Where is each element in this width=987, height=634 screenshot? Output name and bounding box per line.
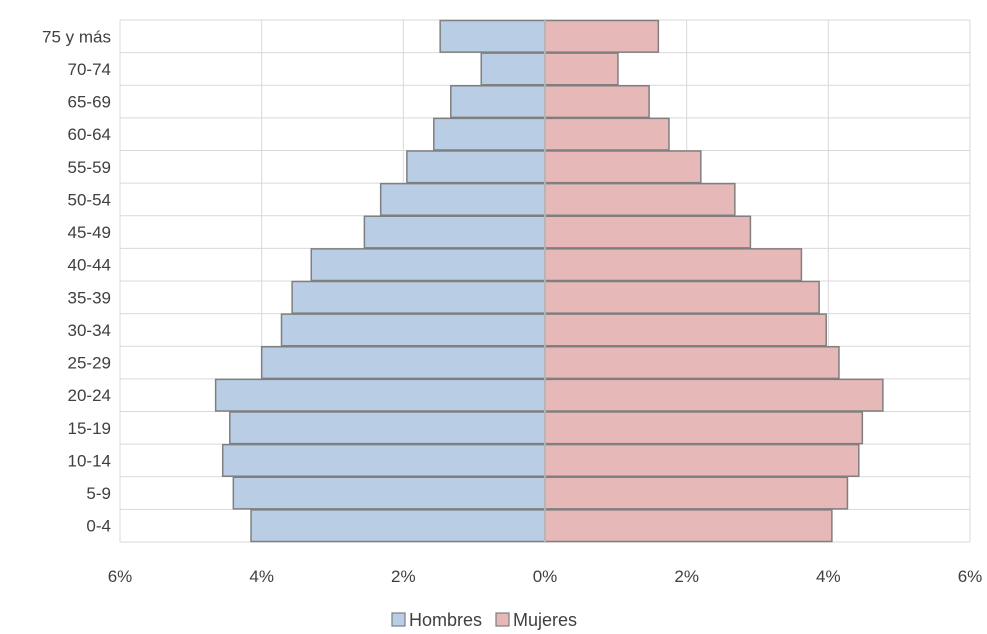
bar-hombres-13: [450, 84, 546, 119]
y-tick-label: 20-24: [68, 386, 111, 405]
bar-hombres-1: [232, 476, 546, 510]
y-tick-label: 5-9: [86, 484, 111, 503]
bar-mujeres-6: [544, 313, 827, 347]
x-tick-label: 6%: [108, 567, 133, 586]
bars: [214, 19, 884, 543]
bar-mujeres-0: [544, 509, 833, 543]
y-tick-label: 50-54: [68, 190, 111, 209]
bar-hombres-12: [433, 117, 546, 151]
x-tick-label: 4%: [816, 567, 841, 586]
bar-hombres-10: [379, 182, 546, 217]
bar-mujeres-11: [544, 150, 702, 184]
y-tick-label: 10-14: [68, 451, 111, 470]
y-tick-label: 0-4: [86, 517, 111, 536]
y-tick-label: 40-44: [68, 256, 111, 275]
bar-mujeres-1: [544, 476, 849, 510]
bar-hombres-6: [280, 313, 546, 347]
x-tick-labels: 6% 4% 2% 0% 2% 4% 6%: [108, 567, 983, 586]
bar-hombres-11: [406, 150, 546, 184]
y-tick-label: 55-59: [68, 158, 111, 177]
bar-hombres-14: [480, 52, 546, 86]
bar-mujeres-4: [544, 378, 884, 412]
x-tick-label: 4%: [249, 567, 274, 586]
bar-mujeres-5: [544, 345, 840, 380]
bar-mujeres-15: [544, 19, 660, 53]
y-tick-label: 35-39: [68, 288, 111, 307]
bar-mujeres-3: [544, 411, 864, 445]
bar-mujeres-14: [544, 52, 619, 86]
x-tick-label: 6%: [958, 567, 983, 586]
bar-mujeres-10: [544, 182, 736, 217]
bar-mujeres-7: [544, 280, 820, 314]
x-tick-label: 2%: [674, 567, 699, 586]
bar-hombres-2: [221, 443, 546, 478]
bar-mujeres-12: [544, 117, 670, 151]
x-tick-label: 0%: [533, 567, 558, 586]
y-tick-label: 25-29: [68, 354, 111, 373]
bar-mujeres-8: [544, 248, 803, 282]
y-tick-label: 30-34: [68, 321, 111, 340]
y-tick-labels: 0-4 5-9 10-14 15-19 20-24 25-29 30-34 35-39 40-4…: [42, 27, 111, 535]
bar-mujeres-9: [544, 215, 752, 249]
y-tick-label: 60-64: [68, 125, 111, 144]
y-tick-label: 15-19: [68, 419, 111, 438]
y-tick-label: 45-49: [68, 223, 111, 242]
y-tick-label: 75 y más: [42, 27, 111, 46]
legend: Hombres Mujeres: [391, 610, 577, 630]
bar-hombres-0: [250, 509, 546, 543]
legend-label-hombres: Hombres: [409, 610, 482, 630]
x-tick-label: 2%: [391, 567, 416, 586]
legend-swatch-hombres: [391, 612, 406, 627]
bar-hombres-5: [260, 345, 546, 380]
bar-hombres-7: [291, 280, 546, 314]
bar-mujeres-2: [544, 443, 860, 478]
bar-mujeres-13: [544, 84, 650, 119]
bar-hombres-4: [214, 378, 546, 412]
bar-hombres-3: [229, 411, 546, 445]
bar-hombres-9: [363, 215, 546, 249]
bar-hombres-8: [310, 248, 546, 282]
legend-swatch-mujeres: [495, 612, 510, 627]
y-tick-label: 65-69: [68, 93, 111, 112]
bar-hombres-15: [439, 19, 546, 53]
y-tick-label: 70-74: [68, 60, 111, 79]
legend-label-mujeres: Mujeres: [513, 610, 577, 630]
